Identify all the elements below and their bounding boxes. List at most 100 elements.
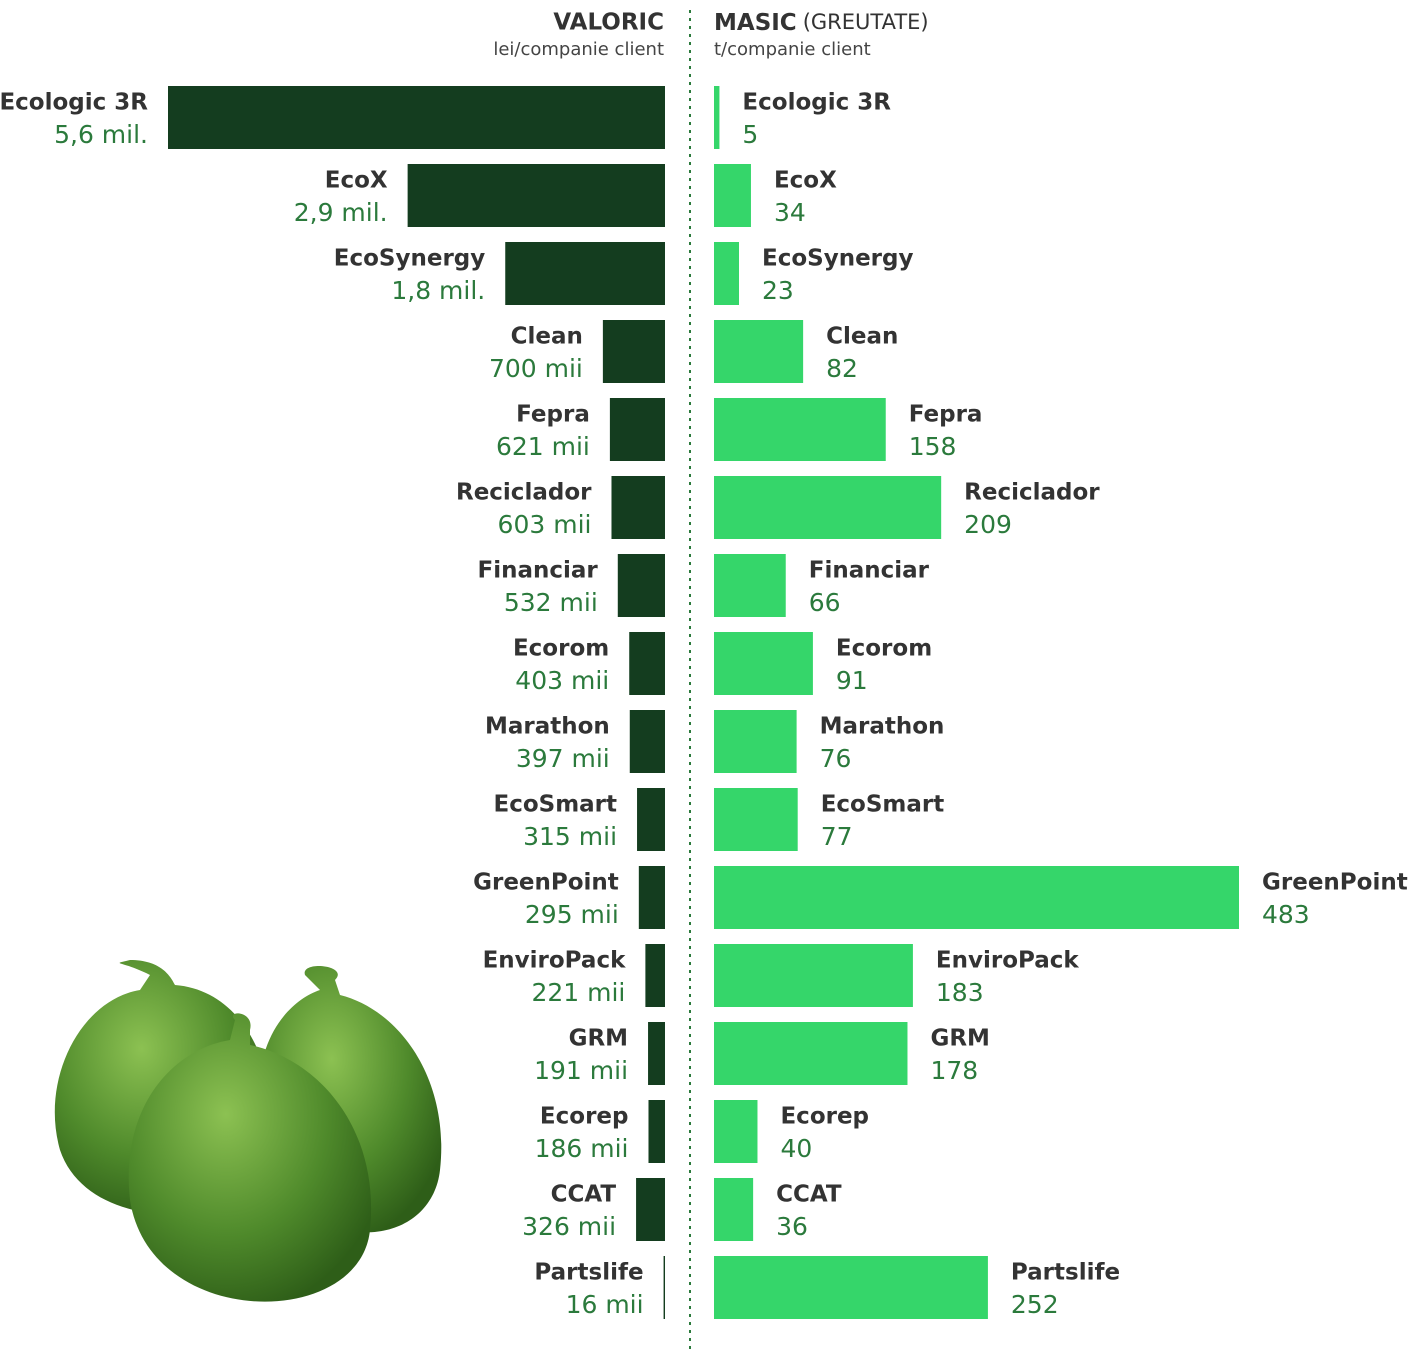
category-label: EnviroPack xyxy=(483,948,626,974)
bar xyxy=(714,320,804,383)
bar xyxy=(629,710,665,773)
value-label: 186 mii xyxy=(535,1134,629,1163)
bar xyxy=(663,1256,665,1319)
value-label: 36 xyxy=(776,1212,808,1241)
category-label: Financiar xyxy=(809,558,930,584)
category-label: Marathon xyxy=(820,714,945,740)
value-label: 40 xyxy=(780,1134,812,1163)
value-label: 403 mii xyxy=(515,666,609,695)
value-label: 178 xyxy=(930,1056,978,1085)
title-main: MASIC xyxy=(714,10,797,36)
value-label: 621 mii xyxy=(496,432,590,461)
category-label: GRM xyxy=(930,1026,989,1052)
bar xyxy=(636,1178,665,1241)
bar xyxy=(611,476,665,539)
category-label: Fepra xyxy=(909,402,983,428)
subtitle: lei/companie client xyxy=(493,39,664,60)
category-label: Ecorom xyxy=(513,636,609,662)
category-label: CCAT xyxy=(551,1182,617,1208)
value-label: 16 mii xyxy=(566,1290,644,1319)
title-note: (GREUTATE) xyxy=(803,10,929,34)
bar xyxy=(505,242,665,305)
category-label: Ecorep xyxy=(540,1104,629,1130)
value-label: 2,9 mil. xyxy=(294,198,388,227)
value-label: 397 mii xyxy=(516,744,610,773)
category-label: Partslife xyxy=(534,1260,643,1286)
category-label: EcoSynergy xyxy=(334,246,485,272)
category-label: Marathon xyxy=(485,714,610,740)
value-label: 1,8 mil. xyxy=(391,276,485,305)
category-label: Fepra xyxy=(516,402,590,428)
title: VALORIC xyxy=(553,10,664,36)
value-label: 5,6 mil. xyxy=(54,120,148,149)
value-label: 23 xyxy=(762,276,794,305)
value-label: 34 xyxy=(774,198,806,227)
value-label: 483 xyxy=(1262,900,1310,929)
value-label: 183 xyxy=(936,978,984,1007)
bar xyxy=(645,944,665,1007)
bar xyxy=(714,86,720,149)
value-label: 91 xyxy=(836,666,868,695)
bar xyxy=(617,554,665,617)
category-label: EcoSmart xyxy=(493,792,617,818)
bar xyxy=(638,866,665,929)
bar xyxy=(609,398,665,461)
value-label: 76 xyxy=(820,744,852,773)
bar xyxy=(648,1022,665,1085)
value-label: 77 xyxy=(821,822,853,851)
category-label: GreenPoint xyxy=(1262,870,1408,896)
bar xyxy=(714,1100,758,1163)
bar xyxy=(714,1178,754,1241)
category-label: Partslife xyxy=(1011,1260,1120,1286)
bar xyxy=(714,710,797,773)
value-label: 209 xyxy=(964,510,1012,539)
bar xyxy=(714,944,913,1007)
value-label: 700 mii xyxy=(489,354,583,383)
category-label: Reciclador xyxy=(456,480,592,506)
category-label: Ecorom xyxy=(836,636,932,662)
value-label: 252 xyxy=(1011,1290,1059,1319)
bar xyxy=(714,476,942,539)
value-label: 82 xyxy=(826,354,858,383)
bar xyxy=(714,164,751,227)
bar xyxy=(714,398,886,461)
category-label: CCAT xyxy=(776,1182,842,1208)
category-label: Ecologic 3R xyxy=(0,90,148,116)
value-label: 532 mii xyxy=(504,588,598,617)
bar xyxy=(602,320,665,383)
value-label: 191 mii xyxy=(534,1056,628,1085)
value-label: 158 xyxy=(909,432,957,461)
category-label: EcoSynergy xyxy=(762,246,913,272)
value-label: 315 mii xyxy=(523,822,617,851)
value-label: 66 xyxy=(809,588,841,617)
category-label: EcoX xyxy=(774,168,837,194)
category-label: GreenPoint xyxy=(473,870,619,896)
value-label: 326 mii xyxy=(522,1212,616,1241)
category-label: Financiar xyxy=(478,558,599,584)
garbage-bags xyxy=(54,960,442,1302)
category-label: Clean xyxy=(826,324,898,350)
category-label: Clean xyxy=(511,324,583,350)
subtitle: t/companie client xyxy=(714,39,871,60)
bar xyxy=(714,1256,988,1319)
bar xyxy=(714,242,739,305)
category-label: GRM xyxy=(569,1026,628,1052)
bar xyxy=(648,1100,665,1163)
category-label: EcoX xyxy=(325,168,388,194)
category-label: EnviroPack xyxy=(936,948,1079,974)
title: MASIC (GREUTATE) xyxy=(714,10,929,36)
value-label: 295 mii xyxy=(525,900,619,929)
bar xyxy=(637,788,665,851)
category-label: Ecologic 3R xyxy=(742,90,891,116)
bar xyxy=(714,554,786,617)
category-label: Ecorep xyxy=(780,1104,869,1130)
bar xyxy=(629,632,665,695)
bar xyxy=(714,788,798,851)
value-label: 5 xyxy=(742,120,758,149)
value-label: 603 mii xyxy=(498,510,592,539)
bar xyxy=(714,1022,908,1085)
value-label: 221 mii xyxy=(531,978,625,1007)
category-label: Reciclador xyxy=(964,480,1100,506)
bar xyxy=(168,86,665,149)
